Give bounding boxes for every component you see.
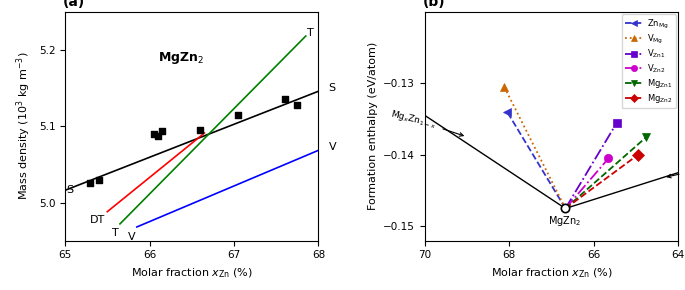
X-axis label: Molar fraction $x_{\mathrm{Zn}}$ (%): Molar fraction $x_{\mathrm{Zn}}$ (%): [131, 266, 253, 280]
Y-axis label: Formation enthalpy (eV/atom): Formation enthalpy (eV/atom): [368, 42, 377, 210]
Point: [233, 113, 244, 117]
Text: V: V: [127, 231, 135, 242]
Point: [195, 128, 206, 132]
Point: [292, 102, 303, 107]
Point: [153, 134, 164, 138]
Text: Mg$_x$Zn$_{1-x}$: Mg$_x$Zn$_{1-x}$: [388, 107, 463, 136]
Text: S: S: [329, 83, 336, 93]
Text: V: V: [329, 142, 336, 152]
Point: [157, 129, 168, 134]
Text: T: T: [308, 28, 314, 38]
Point: [93, 177, 104, 182]
X-axis label: Molar fraction $x_{\mathrm{Zn}}$ (%): Molar fraction $x_{\mathrm{Zn}}$ (%): [490, 266, 612, 280]
Y-axis label: Mass density (10$^3$ kg m$^{-3}$): Mass density (10$^3$ kg m$^{-3}$): [14, 52, 33, 200]
Point: [279, 97, 290, 102]
Text: MgZn$_2$: MgZn$_2$: [158, 50, 204, 66]
Text: Mg$_x$Zn$_{1-x}$: Mg$_x$Zn$_{1-x}$: [667, 158, 685, 178]
Text: (b): (b): [422, 0, 445, 9]
Legend: Zn$_{\mathrm{Mg}}$, V$_{\mathrm{Mg}}$, V$_{\mathrm{Zn1}}$, V$_{\mathrm{Zn2}}$, M: Zn$_{\mathrm{Mg}}$, V$_{\mathrm{Mg}}$, V…: [622, 14, 675, 108]
Text: S: S: [66, 185, 73, 195]
Text: DT: DT: [90, 215, 105, 226]
Point: [85, 181, 96, 186]
Text: MgZn$_2$: MgZn$_2$: [547, 214, 581, 228]
Text: T: T: [112, 228, 119, 238]
Point: [148, 131, 159, 136]
Text: (a): (a): [62, 0, 85, 9]
